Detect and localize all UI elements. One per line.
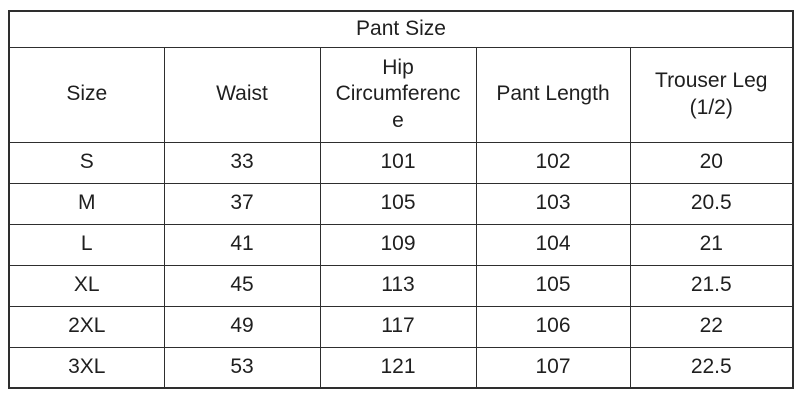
column-header-trouser-leg-label: Trouser Leg (1/2) bbox=[655, 69, 768, 119]
cell-hip: 113 bbox=[319, 264, 477, 307]
table-header-row: Size Waist Hip Circumference Pant Length… bbox=[8, 46, 794, 143]
cell-waist: 41 bbox=[163, 223, 321, 266]
cell-trouser-leg: 21 bbox=[629, 223, 794, 266]
cell-size: 3XL bbox=[8, 346, 165, 389]
cell-pant-length: 103 bbox=[475, 182, 631, 225]
cell-pant-length: 106 bbox=[475, 305, 631, 348]
cell-waist: 49 bbox=[163, 305, 321, 348]
cell-pant-length: 107 bbox=[475, 346, 631, 389]
table-row-l: L 41 109 104 21 bbox=[8, 223, 794, 266]
table-row-3xl: 3XL 53 121 107 22.5 bbox=[8, 346, 794, 389]
cell-size: S bbox=[8, 141, 165, 184]
cell-hip: 105 bbox=[319, 182, 477, 225]
cell-hip: 109 bbox=[319, 223, 477, 266]
column-header-pant-length-label: Pant Length bbox=[496, 82, 610, 106]
cell-waist: 45 bbox=[163, 264, 321, 307]
table-row-2xl: 2XL 49 117 106 22 bbox=[8, 305, 794, 348]
column-header-waist-label: Waist bbox=[216, 82, 268, 106]
cell-size: XL bbox=[8, 264, 165, 307]
cell-trouser-leg: 20 bbox=[629, 141, 794, 184]
column-header-hip-circumference: Hip Circumference bbox=[319, 46, 477, 143]
cell-pant-length: 104 bbox=[475, 223, 631, 266]
cell-waist: 37 bbox=[163, 182, 321, 225]
cell-pant-length: 102 bbox=[475, 141, 631, 184]
cell-trouser-leg: 22 bbox=[629, 305, 794, 348]
column-header-trouser-leg: Trouser Leg (1/2) bbox=[629, 46, 794, 143]
cell-pant-length: 105 bbox=[475, 264, 631, 307]
table-title-row: Pant Size bbox=[8, 10, 794, 48]
cell-waist: 53 bbox=[163, 346, 321, 389]
column-header-waist: Waist bbox=[163, 46, 321, 143]
cell-hip: 101 bbox=[319, 141, 477, 184]
table-row-m: M 37 105 103 20.5 bbox=[8, 182, 794, 225]
cell-trouser-leg: 22.5 bbox=[629, 346, 794, 389]
cell-hip: 121 bbox=[319, 346, 477, 389]
column-header-pant-length: Pant Length bbox=[475, 46, 631, 143]
column-header-size: Size bbox=[8, 46, 165, 143]
cell-waist: 33 bbox=[163, 141, 321, 184]
column-header-size-label: Size bbox=[66, 82, 108, 106]
table-title: Pant Size bbox=[8, 10, 794, 48]
table-row-xl: XL 45 113 105 21.5 bbox=[8, 264, 794, 307]
pant-size-table: Pant Size Size Waist Hip Circumference P… bbox=[8, 10, 794, 389]
cell-trouser-leg: 21.5 bbox=[629, 264, 794, 307]
table-row-s: S 33 101 102 20 bbox=[8, 141, 794, 184]
cell-trouser-leg: 20.5 bbox=[629, 182, 794, 225]
cell-size: M bbox=[8, 182, 165, 225]
cell-hip: 117 bbox=[319, 305, 477, 348]
cell-size: 2XL bbox=[8, 305, 165, 348]
cell-size: L bbox=[8, 223, 165, 266]
column-header-hip-circumference-label: Hip Circumference bbox=[335, 56, 461, 132]
